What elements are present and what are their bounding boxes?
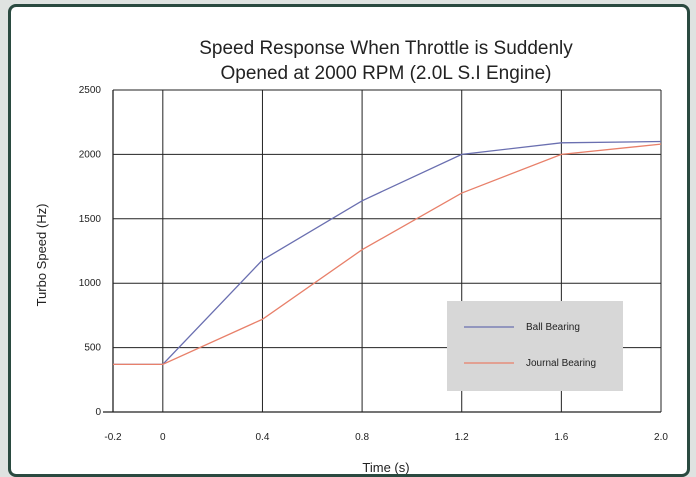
y-tick-label: 0 — [95, 407, 101, 418]
y-tick-label: 1500 — [79, 214, 102, 225]
y-tick-label: 1000 — [79, 278, 102, 289]
y-axis-label: Turbo Speed (Hz) — [34, 204, 49, 307]
y-tick-label: 2500 — [79, 85, 102, 96]
legend: Ball Bearing Journal Bearing — [447, 301, 623, 391]
x-tick-label: 1.2 — [455, 432, 469, 443]
chart-title-line-2: Opened at 2000 RPM (2.0L S.I Engine) — [221, 63, 552, 84]
x-axis-label: Time (s) — [362, 460, 409, 474]
chart-svg: Speed Response When Throttle is Suddenly… — [34, 38, 669, 474]
x-tick-label: 0 — [160, 432, 166, 443]
x-tick-label: 1.6 — [554, 432, 568, 443]
x-tick-label: -0.2 — [104, 432, 122, 443]
legend-label-ball-bearing: Ball Bearing — [526, 322, 580, 333]
y-tick-label: 2000 — [79, 149, 102, 160]
y-tick-label: 500 — [84, 343, 101, 354]
chart-frame: Speed Response When Throttle is Suddenly… — [8, 4, 690, 477]
tick-labels: -0.2 0 0.4 0.8 1.2 1.6 2.0 0 500 1000 1500 2000 2500 — [79, 85, 669, 443]
legend-box — [447, 301, 623, 391]
series-line-journal-bearing — [113, 143, 662, 365]
series-lines — [113, 140, 662, 365]
legend-label-journal-bearing: Journal Bearing — [526, 358, 596, 369]
x-tick-label: 0.4 — [256, 432, 270, 443]
x-tick-label: 2.0 — [654, 432, 668, 443]
chart-title-line-1: Speed Response When Throttle is Suddenly — [199, 38, 573, 59]
x-tick-label: 0.8 — [355, 432, 369, 443]
axes — [103, 90, 662, 413]
